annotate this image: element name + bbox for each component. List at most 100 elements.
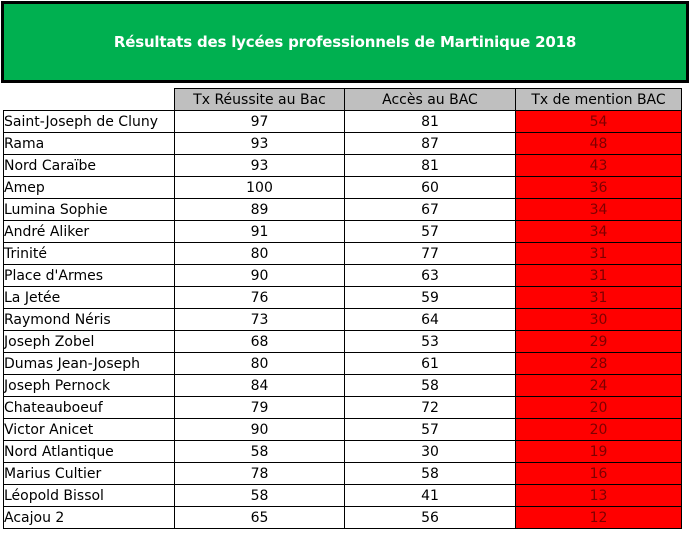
reussite-cell: 97 [174, 110, 345, 133]
reussite-cell: 93 [174, 154, 345, 177]
reussite-cell: 79 [174, 396, 345, 419]
header-acces: Accès au BAC [344, 88, 516, 111]
table-row: Nord Atlantique 58 30 19 [3, 440, 682, 463]
mention-cell: 54 [515, 110, 682, 133]
header-corner [3, 88, 175, 111]
mention-cell: 34 [515, 220, 682, 243]
mention-cell: 19 [515, 440, 682, 463]
acces-cell: 57 [344, 418, 516, 441]
acces-cell: 77 [344, 242, 516, 265]
mention-cell: 16 [515, 462, 682, 485]
results-table: Tx Réussite au Bac Accès au BAC Tx de me… [3, 88, 682, 529]
reussite-cell: 78 [174, 462, 345, 485]
table-row: Victor Anicet 90 57 20 [3, 418, 682, 441]
table-row: Dumas Jean-Joseph 80 61 28 [3, 352, 682, 375]
mention-cell: 29 [515, 330, 682, 353]
mention-cell: 31 [515, 242, 682, 265]
table-row: Place d'Armes 90 63 31 [3, 264, 682, 287]
mention-cell: 12 [515, 506, 682, 529]
school-name-cell: Léopold Bissol [3, 484, 175, 507]
acces-cell: 59 [344, 286, 516, 309]
mention-cell: 13 [515, 484, 682, 507]
table-row: Léopold Bissol 58 41 13 [3, 484, 682, 507]
table-row: Joseph Zobel 68 53 29 [3, 330, 682, 353]
table-row: Acajou 2 65 56 12 [3, 506, 682, 529]
table-row: Saint-Joseph de Cluny 97 81 54 [3, 110, 682, 133]
school-name-cell: Lumina Sophie [3, 198, 175, 221]
school-name-cell: Victor Anicet [3, 418, 175, 441]
acces-cell: 61 [344, 352, 516, 375]
header-mention: Tx de mention BAC [515, 88, 682, 111]
school-name-cell: Amep [3, 176, 175, 199]
mention-cell: 43 [515, 154, 682, 177]
header-row: Tx Réussite au Bac Accès au BAC Tx de me… [3, 88, 682, 111]
table-body: Saint-Joseph de Cluny 97 81 54 Rama 93 87 48 Nor… [3, 110, 682, 529]
reussite-cell: 65 [174, 506, 345, 529]
school-name-cell: Marius Cultier [3, 462, 175, 485]
school-name-cell: Raymond Néris [3, 308, 175, 331]
school-name-cell: La Jetée [3, 286, 175, 309]
school-name-cell: Nord Atlantique [3, 440, 175, 463]
reussite-cell: 76 [174, 286, 345, 309]
reussite-cell: 91 [174, 220, 345, 243]
title-banner: Résultats des lycées professionnels de M… [1, 1, 689, 83]
table-row: Amep 100 60 36 [3, 176, 682, 199]
mention-cell: 20 [515, 418, 682, 441]
acces-cell: 41 [344, 484, 516, 507]
table-row: Rama 93 87 48 [3, 132, 682, 155]
table-row: Raymond Néris 73 64 30 [3, 308, 682, 331]
table-row: Chateauboeuf 79 72 20 [3, 396, 682, 419]
mention-cell: 31 [515, 264, 682, 287]
acces-cell: 58 [344, 374, 516, 397]
acces-cell: 57 [344, 220, 516, 243]
acces-cell: 56 [344, 506, 516, 529]
page-title: Résultats des lycées professionnels de M… [113, 33, 577, 51]
table-row: Trinité 80 77 31 [3, 242, 682, 265]
school-name-cell: Nord Caraïbe [3, 154, 175, 177]
acces-cell: 72 [344, 396, 516, 419]
acces-cell: 67 [344, 198, 516, 221]
reussite-cell: 80 [174, 352, 345, 375]
school-name-cell: Trinité [3, 242, 175, 265]
acces-cell: 64 [344, 308, 516, 331]
school-name-cell: André Aliker [3, 220, 175, 243]
school-name-cell: Dumas Jean-Joseph [3, 352, 175, 375]
table-row: Marius Cultier 78 58 16 [3, 462, 682, 485]
reussite-cell: 90 [174, 418, 345, 441]
acces-cell: 81 [344, 154, 516, 177]
acces-cell: 87 [344, 132, 516, 155]
acces-cell: 58 [344, 462, 516, 485]
reussite-cell: 58 [174, 440, 345, 463]
acces-cell: 63 [344, 264, 516, 287]
mention-cell: 36 [515, 176, 682, 199]
mention-cell: 34 [515, 198, 682, 221]
mention-cell: 30 [515, 308, 682, 331]
school-name-cell: Saint-Joseph de Cluny [3, 110, 175, 133]
table-row: Nord Caraïbe 93 81 43 [3, 154, 682, 177]
acces-cell: 60 [344, 176, 516, 199]
table-row: La Jetée 76 59 31 [3, 286, 682, 309]
school-name-cell: Place d'Armes [3, 264, 175, 287]
mention-cell: 24 [515, 374, 682, 397]
school-name-cell: Rama [3, 132, 175, 155]
school-name-cell: Joseph Zobel [3, 330, 175, 353]
reussite-cell: 100 [174, 176, 345, 199]
reussite-cell: 58 [174, 484, 345, 507]
reussite-cell: 73 [174, 308, 345, 331]
reussite-cell: 68 [174, 330, 345, 353]
header-reussite: Tx Réussite au Bac [174, 88, 345, 111]
reussite-cell: 90 [174, 264, 345, 287]
acces-cell: 81 [344, 110, 516, 133]
mention-cell: 20 [515, 396, 682, 419]
mention-cell: 28 [515, 352, 682, 375]
reussite-cell: 80 [174, 242, 345, 265]
school-name-cell: Chateauboeuf [3, 396, 175, 419]
table-row: Lumina Sophie 89 67 34 [3, 198, 682, 221]
mention-cell: 48 [515, 132, 682, 155]
reussite-cell: 89 [174, 198, 345, 221]
acces-cell: 30 [344, 440, 516, 463]
table-row: André Aliker 91 57 34 [3, 220, 682, 243]
reussite-cell: 93 [174, 132, 345, 155]
school-name-cell: Acajou 2 [3, 506, 175, 529]
mention-cell: 31 [515, 286, 682, 309]
